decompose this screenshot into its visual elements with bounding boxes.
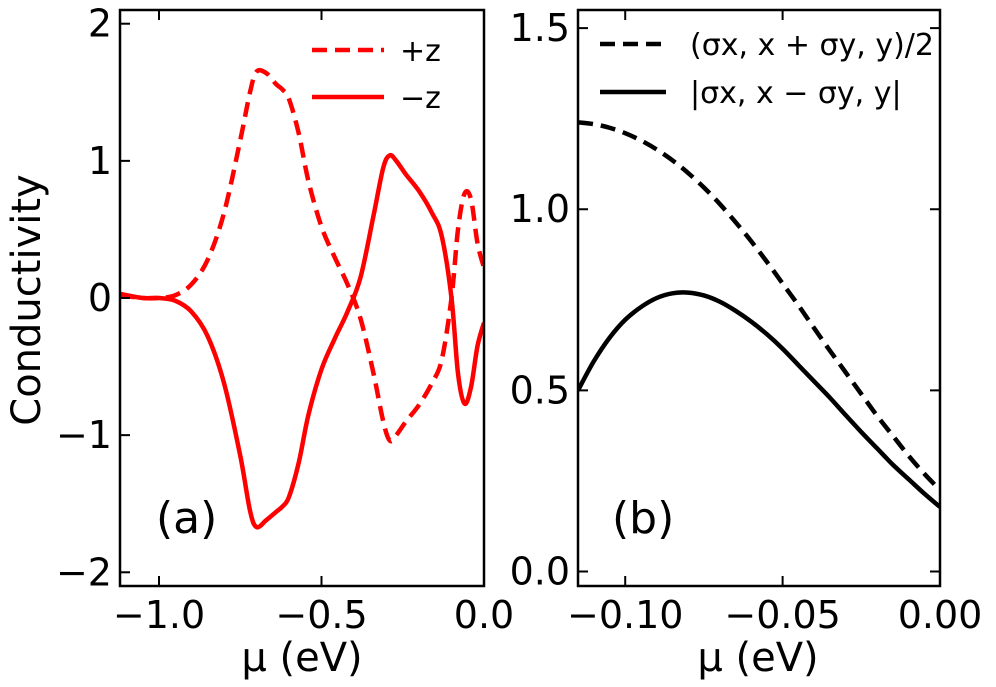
panel-b-label: (b)	[612, 493, 674, 544]
panel-b-series-solid-line	[578, 290, 940, 509]
panel-a-series	[120, 67, 484, 530]
panel-a-y-tick-label: 0	[88, 276, 112, 320]
panel-b-y-tick-label: 0.5	[510, 368, 570, 412]
panel-b-y-tick-label: 1.0	[510, 187, 570, 231]
legend-label-average: (σx, x + σy, y)/2	[690, 28, 934, 63]
panel-a-y-tick-label: −2	[56, 550, 112, 594]
panel-a: −1.0 −0.5 0.0 −2 −1 0 1 2 (a) μ (eV) +z −z	[56, 2, 514, 681]
panel-b-ticks: −0.10 −0.05 0.00 0.0 0.5 1.0 1.5	[510, 6, 983, 637]
panel-b-legend: (σx, x + σy, y)/2 |σx, x − σy, y|	[600, 28, 934, 111]
panel-b-x-axis-label: μ (eV)	[697, 635, 818, 681]
panel-b: −0.10 −0.05 0.00 0.0 0.5 1.0 1.5 (b) μ (eV) (σ…	[510, 6, 983, 681]
panel-a-series-solid-line	[120, 152, 484, 530]
panel-b-frame	[576, 8, 942, 588]
panel-b-x-tick-label: −0.05	[724, 593, 840, 637]
panel-a-ticks: −1.0 −0.5 0.0 −2 −1 0 1 2	[56, 2, 514, 637]
panel-a-y-tick-label: 2	[88, 2, 112, 46]
panel-a-series-dashed-line	[120, 67, 484, 444]
legend-label-plus-z: +z	[400, 34, 441, 69]
panel-a-x-tick-label: −1.0	[113, 593, 205, 637]
panel-b-series	[578, 120, 940, 509]
legend-label-minus-z: −z	[400, 81, 441, 116]
panel-b-x-tick-label: −0.10	[567, 593, 683, 637]
panel-a-label: (a)	[156, 493, 217, 544]
panel-a-y-tick-label: −1	[56, 413, 112, 457]
panel-a-x-tick-label: −0.5	[275, 593, 367, 637]
legend-label-difference: |σx, x − σy, y|	[690, 76, 902, 111]
panel-b-y-tick-label: 1.5	[510, 6, 570, 50]
panel-b-x-tick-label: 0.00	[898, 593, 983, 637]
panel-a-y-tick-label: 1	[88, 139, 112, 183]
panel-b-y-tick-label: 0.0	[510, 550, 570, 594]
panel-a-x-tick-label: 0.0	[454, 593, 514, 637]
panel-a-legend: +z −z	[312, 34, 441, 116]
y-axis-label: Conductivity	[4, 174, 50, 425]
panel-a-x-axis-label: μ (eV)	[241, 635, 362, 681]
